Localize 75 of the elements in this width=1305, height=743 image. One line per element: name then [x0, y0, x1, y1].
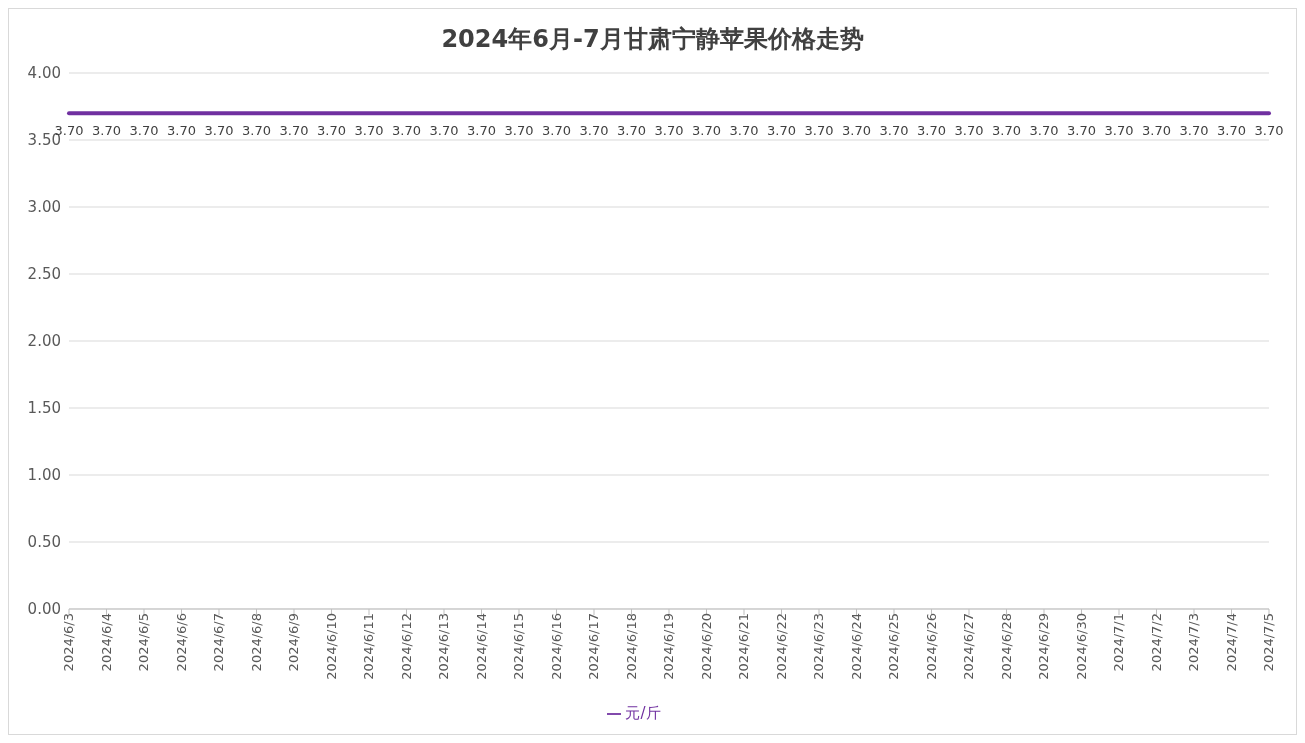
data-label: 3.70: [729, 123, 759, 139]
x-tick-label: 2024/6/18: [623, 613, 639, 680]
x-tick-label: 2024/6/28: [998, 613, 1014, 680]
x-tick-label: 2024/6/16: [548, 613, 564, 680]
data-label: 3.70: [392, 123, 421, 139]
y-tick-label: 2.50: [27, 265, 61, 284]
data-label: 3.70: [1104, 123, 1134, 139]
data-label: 3.70: [804, 123, 834, 139]
data-label: 3.70: [1254, 123, 1284, 139]
data-label: 3.70: [954, 123, 984, 139]
data-label: 3.70: [842, 123, 871, 139]
data-label: 3.70: [467, 123, 496, 139]
x-tick-label: 2024/6/23: [811, 613, 827, 680]
data-label: 3.70: [654, 123, 684, 139]
data-label: 3.70: [242, 123, 271, 139]
data-label: 3.70: [879, 123, 909, 139]
data-label: 3.70: [992, 123, 1021, 139]
data-label: 3.70: [1217, 123, 1246, 139]
data-label: 3.70: [1142, 123, 1171, 139]
x-tick-label: 2024/6/19: [661, 613, 677, 680]
data-label: 3.70: [204, 123, 234, 139]
data-label: 3.70: [279, 123, 309, 139]
data-label: 3.70: [167, 123, 196, 139]
data-label: 3.70: [542, 123, 571, 139]
data-label: 3.70: [617, 123, 646, 139]
x-tick-label: 2024/6/24: [848, 613, 864, 680]
data-label: 3.70: [429, 123, 459, 139]
x-tick-label: 2024/6/30: [1073, 613, 1089, 680]
legend-label: 元/斤: [625, 704, 661, 722]
data-label: 3.70: [1067, 123, 1096, 139]
x-tick-label: 2024/6/8: [248, 613, 264, 672]
x-tick-label: 2024/6/3: [61, 613, 77, 672]
x-tick-label: 2024/6/15: [511, 613, 527, 680]
x-tick-label: 2024/6/7: [211, 613, 227, 672]
data-label: 3.70: [129, 123, 159, 139]
x-tick-label: 2024/6/6: [173, 613, 189, 672]
data-label: 3.70: [1179, 123, 1209, 139]
x-tick-label: 2024/6/29: [1036, 613, 1052, 680]
x-tick-label: 2024/6/13: [436, 613, 452, 680]
x-tick-label: 2024/7/1: [1111, 613, 1127, 672]
x-tick-label: 2024/7/4: [1223, 613, 1239, 672]
data-label: 3.70: [317, 123, 346, 139]
y-tick-label: 0.00: [27, 600, 61, 619]
x-tick-label: 2024/6/10: [323, 613, 339, 680]
x-tick-label: 2024/6/26: [923, 613, 939, 680]
data-label: 3.70: [92, 123, 121, 139]
x-tick-label: 2024/6/5: [136, 613, 152, 672]
x-tick-label: 2024/6/27: [961, 613, 977, 680]
y-tick-label: 1.00: [27, 466, 61, 485]
data-label: 3.70: [692, 123, 721, 139]
x-tick-label: 2024/6/9: [286, 613, 302, 672]
y-tick-label: 2.00: [27, 332, 61, 351]
data-label: 3.70: [767, 123, 796, 139]
x-tick-label: 2024/6/14: [473, 613, 489, 680]
x-tick-label: 2024/6/12: [398, 613, 414, 680]
y-tick-label: 1.50: [27, 399, 61, 418]
x-tick-label: 2024/7/5: [1261, 613, 1277, 672]
x-tick-label: 2024/7/2: [1148, 613, 1164, 672]
x-tick-label: 2024/6/22: [773, 613, 789, 680]
x-tick-label: 2024/6/21: [736, 613, 752, 680]
chart-title: 2024年6月-7月甘肃宁静苹果价格走势: [440, 24, 865, 55]
y-tick-label: 3.00: [27, 198, 61, 217]
y-tick-label: 0.50: [27, 533, 61, 552]
y-tick-label: 4.00: [27, 64, 61, 83]
data-label: 3.70: [354, 123, 384, 139]
data-label: 3.70: [1029, 123, 1059, 139]
data-label: 3.70: [504, 123, 534, 139]
x-tick-label: 2024/7/3: [1186, 613, 1202, 672]
x-tick-label: 2024/6/17: [586, 613, 602, 680]
x-tick-label: 2024/6/20: [698, 613, 714, 680]
x-tick-label: 2024/6/11: [361, 613, 377, 680]
data-label: 3.70: [579, 123, 609, 139]
x-tick-label: 2024/6/25: [886, 613, 902, 680]
x-tick-label: 2024/6/4: [98, 613, 114, 672]
data-label: 3.70: [917, 123, 946, 139]
